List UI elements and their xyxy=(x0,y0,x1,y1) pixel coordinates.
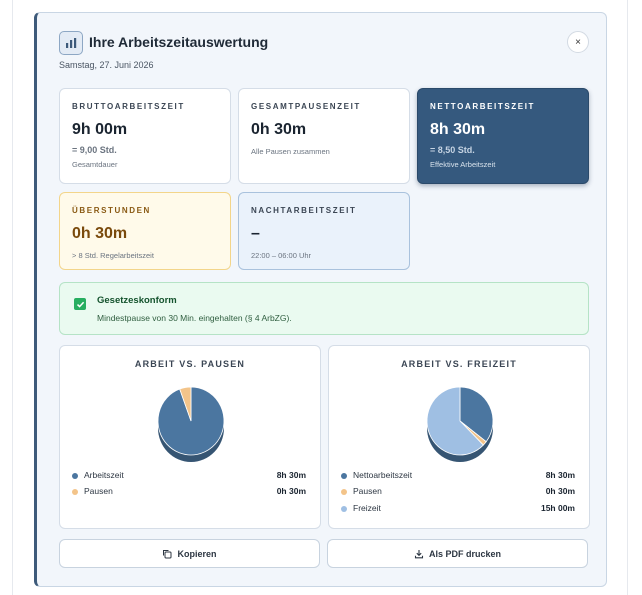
copy-button-label: Kopieren xyxy=(177,548,217,559)
legend-swatch xyxy=(72,473,78,479)
pie-chart xyxy=(157,386,225,462)
card-hours: = 9,00 Std. xyxy=(72,145,117,155)
legend-name: Arbeitszeit xyxy=(84,470,124,480)
pie-slice-nettoarbeitszeit xyxy=(459,386,494,443)
card-caption: 22:00 – 06:00 Uhr xyxy=(251,251,312,260)
chart-arbeit-vs-freizeit: ARBEIT VS. FREIZEIT Nettoarbeitszeit 8h 3… xyxy=(328,345,590,529)
card-gesamtpausenzeit: GESAMTPAUSENZEIT 0h 30m Alle Pausen zusa… xyxy=(238,88,410,184)
card-ueberstunden: ÜBERSTUNDEN 0h 30m > 8 Std. Regelarbeits… xyxy=(59,192,231,270)
legend-name: Pausen xyxy=(353,486,382,496)
legend-item: Arbeitszeit 8h 30m xyxy=(72,470,306,482)
check-icon xyxy=(74,298,86,310)
legend-value: 15h 00m xyxy=(540,503,575,513)
legend-swatch xyxy=(341,489,347,495)
legend-item: Pausen 0h 30m xyxy=(72,486,306,498)
card-hours: = 8,50 Std. xyxy=(430,145,475,155)
legend-name: Pausen xyxy=(84,486,113,496)
compliance-title: Gesetzeskonform xyxy=(97,295,177,306)
date-label: Samstag, 27. Juni 2026 xyxy=(59,60,154,70)
legend-item: Nettoarbeitszeit 8h 30m xyxy=(341,470,575,482)
chart-title: ARBEIT VS. FREIZEIT xyxy=(401,359,517,369)
compliance-banner: Gesetzeskonform Mindestpause von 30 Min.… xyxy=(59,282,589,335)
card-caption: Gesamtdauer xyxy=(72,160,118,169)
copy-button[interactable]: Kopieren xyxy=(59,539,320,568)
card-value: 9h 00m xyxy=(72,121,128,138)
legend-value: 8h 30m xyxy=(276,470,306,480)
copy-icon xyxy=(163,549,172,558)
card-value: 8h 30m xyxy=(430,121,486,138)
card-value: 0h 30m xyxy=(72,225,128,242)
print-pdf-button[interactable]: Als PDF drucken xyxy=(327,539,588,568)
card-bruttoarbeitszeit: BRUTTOARBEITSZEIT 9h 00m = 9,00 Std. Ges… xyxy=(59,88,231,184)
legend-item: Freizeit 15h 00m xyxy=(341,503,575,515)
bar-chart-icon xyxy=(59,31,83,55)
legend-item: Pausen 0h 30m xyxy=(341,486,575,498)
chart-title: ARBEIT VS. PAUSEN xyxy=(134,359,246,369)
card-label: BRUTTOARBEITSZEIT xyxy=(72,102,185,111)
card-label: NACHTARBEITSZEIT xyxy=(251,206,357,215)
card-nachtarbeitszeit: NACHTARBEITSZEIT – 22:00 – 06:00 Uhr xyxy=(238,192,410,270)
pie-chart xyxy=(426,386,494,462)
card-caption: Effektive Arbeitszeit xyxy=(430,160,496,169)
close-button[interactable]: × xyxy=(567,31,589,53)
legend-swatch xyxy=(341,473,347,479)
legend-value: 8h 30m xyxy=(545,470,575,480)
pie-slice-pausen xyxy=(179,386,192,422)
card-nettoarbeitszeit: NETTOARBEITSZEIT 8h 30m = 8,50 Std. Effe… xyxy=(417,88,589,184)
chart-arbeit-vs-pausen: ARBEIT VS. PAUSEN Arbeitszeit 8h 30m Pause… xyxy=(59,345,321,529)
close-icon: × xyxy=(575,36,581,48)
evaluation-panel: Ihre Arbeitszeitauswertung Samstag, 27. … xyxy=(34,12,607,587)
print-pdf-button-label: Als PDF drucken xyxy=(428,548,502,559)
compliance-text: Mindestpause von 30 Min. eingehalten (§ … xyxy=(97,313,292,323)
legend-name: Freizeit xyxy=(353,503,381,513)
pie-slice-freizeit xyxy=(426,386,484,456)
card-value: – xyxy=(251,225,260,242)
legend-name: Nettoarbeitszeit xyxy=(353,470,413,480)
card-label: GESAMTPAUSENZEIT xyxy=(251,102,361,111)
legend-swatch xyxy=(341,506,347,512)
legend-value: 0h 30m xyxy=(545,486,575,496)
legend-swatch xyxy=(72,489,78,495)
legend-value: 0h 30m xyxy=(276,486,306,496)
card-caption: Alle Pausen zusammen xyxy=(251,147,330,156)
page-title: Ihre Arbeitszeitauswertung xyxy=(89,34,269,50)
card-caption: > 8 Std. Regelarbeitszeit xyxy=(72,251,154,260)
download-icon xyxy=(414,549,424,558)
card-label: NETTOARBEITSZEIT xyxy=(430,102,536,111)
card-label: ÜBERSTUNDEN xyxy=(72,206,151,215)
page-edge-left xyxy=(12,0,13,595)
card-value: 0h 30m xyxy=(251,121,307,138)
page-edge-right xyxy=(627,0,628,595)
